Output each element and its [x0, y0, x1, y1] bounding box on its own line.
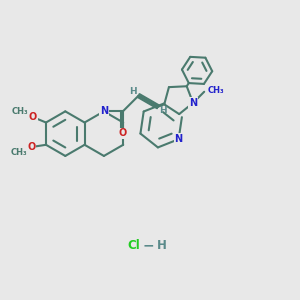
Text: H: H — [157, 238, 167, 252]
Text: H: H — [160, 106, 167, 116]
Text: Cl: Cl — [127, 238, 140, 252]
Text: N: N — [175, 134, 183, 144]
Text: N: N — [100, 106, 108, 116]
Text: −: − — [143, 238, 154, 252]
Text: CH₃: CH₃ — [208, 86, 224, 95]
Text: CH₃: CH₃ — [11, 148, 28, 157]
Text: O: O — [119, 128, 127, 138]
Text: O: O — [28, 112, 37, 122]
Text: O: O — [27, 142, 36, 152]
Text: N: N — [189, 98, 197, 108]
Text: H: H — [129, 87, 137, 96]
Text: CH₃: CH₃ — [12, 107, 29, 116]
